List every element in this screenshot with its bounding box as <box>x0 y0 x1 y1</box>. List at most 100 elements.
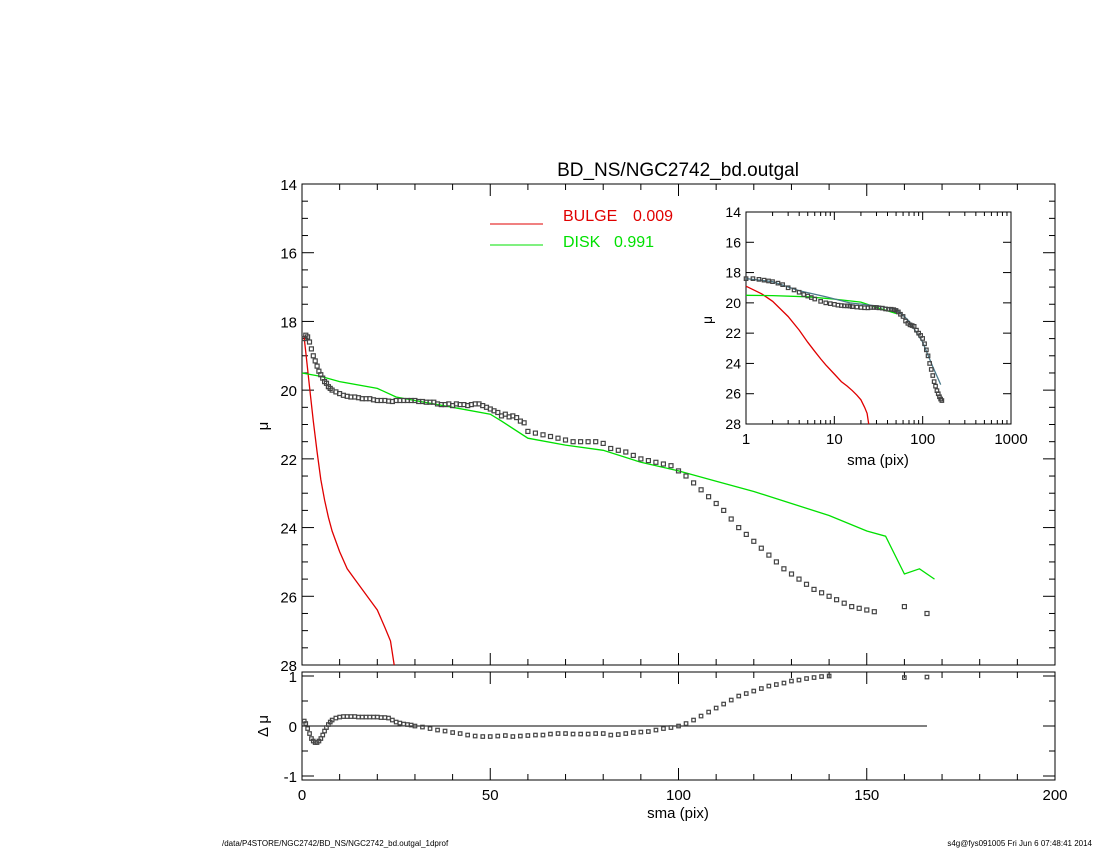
legend: BULGE 0.009 DISK 0.991 <box>490 208 673 251</box>
residual-data-point <box>683 721 689 726</box>
residual-x-tick-label: 0 <box>298 787 306 804</box>
inset-data-point <box>756 277 762 282</box>
residual-data-point <box>382 715 388 720</box>
residual-y-tick-label: 0 <box>289 719 297 736</box>
residual-data-point <box>728 697 734 703</box>
inset-data-point <box>928 367 934 372</box>
main-y-tick-label: 20 <box>280 383 297 400</box>
residual-data-point <box>341 714 346 719</box>
residual-data-point <box>608 732 614 738</box>
residual-data-point <box>698 713 704 719</box>
main-data-point <box>308 346 314 352</box>
residual-data-point <box>305 726 310 731</box>
residual-data-point <box>352 714 358 719</box>
residual-data-point <box>495 733 501 739</box>
inset-data-point <box>854 304 860 310</box>
residual-data-point <box>563 731 568 736</box>
main-data-point <box>698 487 704 493</box>
residual-data-point <box>600 731 606 736</box>
inset-y-tick-label: 16 <box>725 234 741 250</box>
main-data-point <box>540 432 546 438</box>
residual-data-point <box>623 731 629 736</box>
main-data-point <box>555 435 561 441</box>
residual-data-point <box>638 729 644 735</box>
inset-y-axis-label: μ <box>699 316 715 324</box>
main-data-point <box>615 447 621 453</box>
residual-data-point <box>401 721 406 727</box>
residual-data-point <box>691 717 696 723</box>
inset-data-point <box>761 277 767 283</box>
residual-data-point <box>826 673 832 679</box>
inset-data-point <box>927 361 933 366</box>
main-data-point <box>690 480 697 486</box>
main-profile-panel: BD_NS/NGC2742_bd.outgal 14 16 18 20 22 24 26 28… <box>255 160 1056 675</box>
residual-data-point <box>811 675 817 680</box>
main-y-tick-label: 28 <box>280 658 297 675</box>
residual-data-point <box>721 701 727 707</box>
main-data-point <box>577 439 584 445</box>
residual-data-point <box>367 714 373 720</box>
residual-data-point <box>525 733 531 738</box>
residual-data-point <box>804 676 809 681</box>
footer-path: /data/P4STORE/NGC2742/BD_NS/NGC2742_bd.o… <box>222 839 449 848</box>
main-data-point <box>841 600 847 606</box>
main-data-point <box>532 430 539 436</box>
inset-bulge-line <box>745 285 870 425</box>
residual-data-point <box>901 675 907 680</box>
main-data-point <box>608 445 614 452</box>
residual-data-point <box>533 732 538 738</box>
main-data-point <box>901 603 908 610</box>
main-data-point <box>547 433 554 440</box>
residual-x-tick-label: 150 <box>854 787 879 804</box>
residual-data-point <box>393 719 399 725</box>
main-data-point <box>502 411 508 417</box>
main-data-point <box>525 428 531 434</box>
main-data-point <box>306 339 313 345</box>
main-data-point <box>713 500 719 507</box>
main-y-tick-label: 22 <box>280 452 297 469</box>
main-data-point <box>630 452 636 458</box>
residual-x-axis-label: sma (pix) <box>647 805 709 822</box>
residual-data-point <box>344 714 350 719</box>
main-data-point <box>645 458 652 464</box>
inset-data-point <box>888 306 894 312</box>
residual-data-point <box>348 714 354 719</box>
residual-data-point <box>465 732 470 738</box>
main-data-point <box>811 586 817 593</box>
inset-data-point <box>818 299 824 304</box>
residual-data-point <box>378 715 384 720</box>
inset-x-axis-label: sma (pix) <box>847 452 909 469</box>
residual-data-point <box>450 730 455 735</box>
residual-data-point <box>578 731 584 737</box>
inset-data-point <box>791 287 797 293</box>
residual-data-point <box>408 722 414 728</box>
inset-y-tick-label: 14 <box>725 204 741 220</box>
residual-data-point <box>924 674 930 680</box>
inset-x-tick-label: 10 <box>826 431 843 448</box>
main-y-axis-label: μ <box>255 422 272 431</box>
inset-plot-frame <box>745 211 1012 425</box>
residual-y-axis-label: Δ μ <box>255 715 272 737</box>
legend-label-bulge: BULGE <box>563 208 617 225</box>
main-data-point <box>833 597 840 603</box>
main-data-point <box>513 415 520 421</box>
inset-x-tick-label: 100 <box>910 431 935 448</box>
main-series-group <box>301 332 935 666</box>
inset-data-point <box>933 383 938 389</box>
inset-data-point <box>770 279 775 284</box>
residual-data-point <box>480 734 486 739</box>
residual-data-point <box>375 714 380 720</box>
residual-data-point <box>668 725 674 730</box>
residual-data-point <box>412 723 418 729</box>
main-data-point <box>758 545 764 551</box>
inset-data-point <box>939 398 945 403</box>
main-data-point <box>924 610 930 617</box>
main-data-point <box>751 538 757 544</box>
main-data-point <box>495 409 501 416</box>
main-data-point <box>310 353 316 359</box>
inset-y-tick-label: 28 <box>725 416 741 432</box>
inset-data-point <box>743 276 749 281</box>
